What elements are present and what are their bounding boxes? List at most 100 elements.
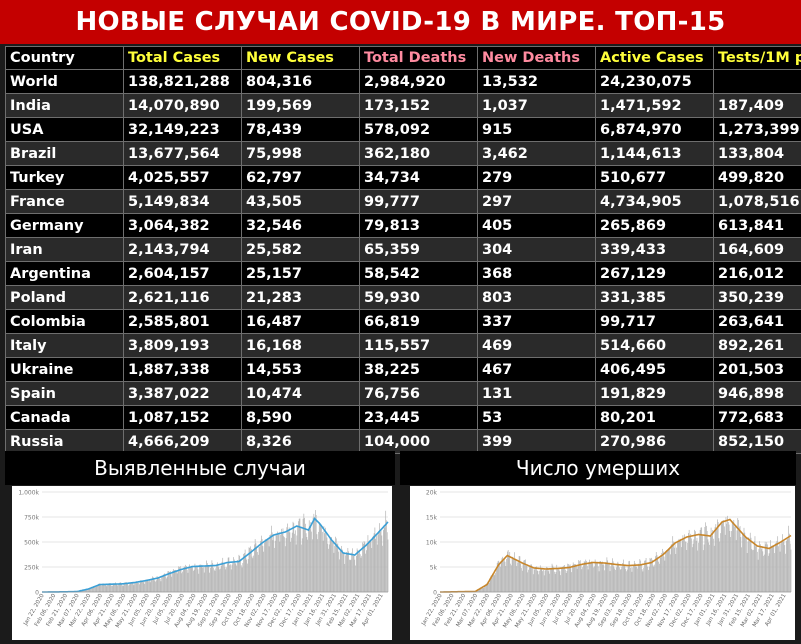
daily-bar <box>575 564 576 592</box>
daily-bar <box>342 549 343 592</box>
daily-bar <box>172 571 173 592</box>
daily-bar <box>364 542 366 592</box>
daily-bar <box>542 571 543 592</box>
daily-bar <box>96 586 98 592</box>
value-cell: 14,070,890 <box>123 93 242 118</box>
daily-bar <box>348 551 349 592</box>
daily-bar <box>264 542 265 592</box>
daily-bar <box>712 530 714 592</box>
daily-bar <box>520 563 522 592</box>
daily-bar <box>90 588 92 592</box>
value-cell: 2,143,794 <box>123 237 242 262</box>
daily-bar <box>593 567 594 592</box>
daily-bar <box>676 547 677 592</box>
daily-bar <box>486 583 488 592</box>
daily-bar <box>170 573 172 592</box>
deaths-chart: 0 5k 10k 15k 20k Jan 22, 2020 Feb 06, 2020 Feb … <box>410 486 795 640</box>
daily-bar <box>598 571 600 592</box>
daily-bar <box>381 535 383 592</box>
daily-bar <box>380 529 382 592</box>
daily-bar <box>121 584 122 592</box>
daily-bar <box>158 578 159 592</box>
y-tick-label: 0 <box>433 590 437 597</box>
daily-bar <box>668 549 670 592</box>
daily-bar <box>627 566 629 592</box>
daily-bar <box>256 548 258 592</box>
daily-bar <box>132 582 134 592</box>
daily-bar <box>194 563 196 592</box>
daily-bar <box>633 560 635 592</box>
value-cell: 173,152 <box>359 93 478 118</box>
value-cell: 5,149,834 <box>123 189 242 214</box>
daily-bar <box>705 522 706 592</box>
daily-bar <box>147 579 149 592</box>
daily-bar <box>87 588 88 592</box>
daily-bar <box>130 583 132 592</box>
daily-bar <box>733 519 735 592</box>
daily-bar <box>125 581 127 592</box>
daily-bar <box>669 547 670 592</box>
daily-bar <box>154 580 156 592</box>
daily-bar <box>338 551 339 592</box>
daily-bar <box>648 569 649 592</box>
daily-bar <box>721 523 723 592</box>
daily-bar <box>192 565 193 592</box>
daily-bar <box>538 574 540 592</box>
daily-bar <box>127 583 129 592</box>
value-cell: 99,717 <box>595 309 714 334</box>
daily-bar <box>784 545 786 592</box>
daily-bar <box>220 568 221 592</box>
daily-bar <box>568 564 569 592</box>
daily-bar <box>671 543 673 592</box>
value-cell: 78,439 <box>241 117 360 142</box>
y-tick-label: 500k <box>24 540 39 547</box>
daily-bar <box>775 542 777 592</box>
daily-bar <box>699 529 701 592</box>
daily-bar <box>339 548 341 592</box>
daily-bar <box>161 576 163 592</box>
daily-bar <box>644 560 646 592</box>
daily-bar <box>763 555 764 592</box>
daily-bar <box>729 530 731 592</box>
daily-bar <box>138 584 140 592</box>
daily-bar <box>299 518 301 592</box>
daily-bar <box>516 566 518 592</box>
daily-bar <box>347 547 349 592</box>
value-cell: 469 <box>477 333 596 358</box>
daily-bar <box>104 584 106 592</box>
daily-bar <box>717 522 719 592</box>
daily-bar <box>266 540 268 592</box>
daily-bar <box>778 546 779 592</box>
daily-bar <box>224 567 226 592</box>
daily-bar <box>254 544 255 592</box>
daily-bar <box>700 527 702 592</box>
daily-bar <box>570 568 572 592</box>
value-cell: 279 <box>477 165 596 190</box>
daily-bar <box>479 588 481 592</box>
daily-bar <box>174 570 176 592</box>
daily-bar <box>234 563 236 592</box>
daily-bar <box>559 571 561 592</box>
daily-bar <box>586 561 587 592</box>
daily-bar <box>634 563 636 592</box>
value-cell: 3,387,022 <box>123 381 242 406</box>
daily-bar <box>502 556 504 592</box>
daily-bar <box>696 537 698 592</box>
daily-bar <box>98 583 99 592</box>
daily-bar <box>337 543 339 592</box>
daily-bar <box>303 513 305 592</box>
daily-bar <box>325 527 326 592</box>
daily-bar <box>379 523 380 592</box>
daily-bar <box>297 525 298 592</box>
daily-bar <box>760 544 761 592</box>
daily-bar <box>487 583 489 592</box>
daily-bar <box>713 538 714 592</box>
daily-bar <box>615 570 616 592</box>
daily-bar <box>710 527 712 592</box>
daily-bar <box>604 570 605 592</box>
daily-bar <box>553 567 554 592</box>
daily-bar <box>691 538 692 592</box>
daily-bar <box>549 573 551 592</box>
daily-bar <box>631 571 633 592</box>
cases-chart-title: Выявленные случаи <box>5 451 395 485</box>
